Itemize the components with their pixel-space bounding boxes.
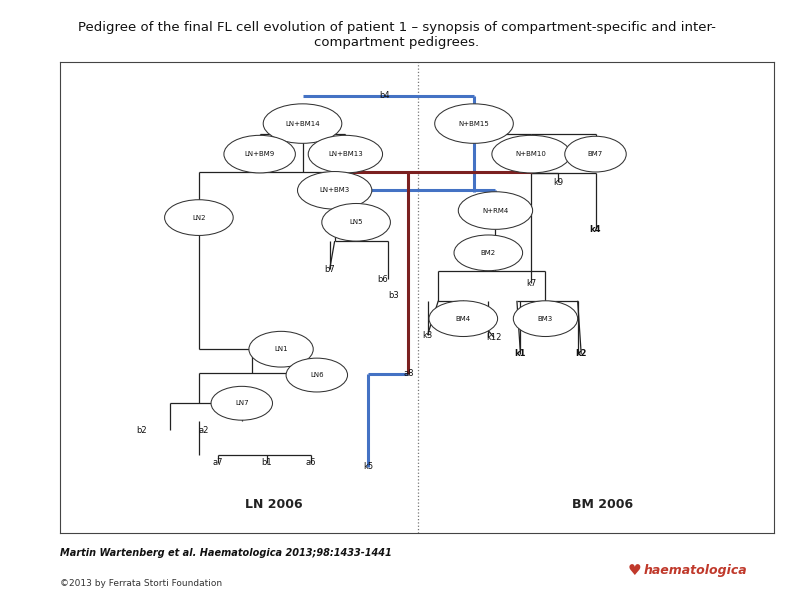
Text: BM 2006: BM 2006	[572, 498, 633, 511]
Text: LN 2006: LN 2006	[245, 498, 303, 511]
Text: LN+BM14: LN+BM14	[285, 121, 320, 127]
Text: LN+BM9: LN+BM9	[245, 151, 275, 157]
Text: compartment pedigrees.: compartment pedigrees.	[314, 36, 480, 49]
Ellipse shape	[286, 358, 348, 392]
Text: k5: k5	[363, 462, 373, 471]
Text: ©2013 by Ferrata Storti Foundation: ©2013 by Ferrata Storti Foundation	[60, 578, 222, 588]
Text: a7: a7	[213, 459, 223, 468]
Text: k9: k9	[553, 178, 564, 187]
Text: LN5: LN5	[349, 220, 363, 226]
Text: k2: k2	[576, 349, 587, 358]
Text: b2: b2	[137, 425, 147, 434]
Text: a2: a2	[198, 425, 209, 434]
Ellipse shape	[492, 135, 570, 173]
Ellipse shape	[224, 135, 295, 173]
Ellipse shape	[454, 235, 522, 271]
Text: N+BM15: N+BM15	[459, 121, 489, 127]
Text: k4: k4	[590, 225, 601, 234]
Ellipse shape	[429, 301, 498, 337]
Ellipse shape	[164, 200, 233, 236]
Text: BM2: BM2	[480, 250, 496, 256]
Text: LN+BM13: LN+BM13	[328, 151, 363, 157]
Text: BM4: BM4	[456, 316, 471, 322]
Text: BM7: BM7	[588, 151, 603, 157]
Text: LN1: LN1	[274, 346, 288, 352]
Ellipse shape	[211, 386, 272, 420]
Text: LN2: LN2	[192, 215, 206, 221]
Ellipse shape	[298, 171, 372, 209]
Text: a8: a8	[403, 369, 414, 378]
Text: b3: b3	[388, 290, 399, 300]
Text: haematologica: haematologica	[643, 563, 747, 577]
Text: a6: a6	[306, 459, 316, 468]
Ellipse shape	[249, 331, 313, 367]
Text: k7: k7	[526, 279, 536, 288]
Text: b4: b4	[380, 91, 390, 100]
Text: N+RM4: N+RM4	[482, 208, 509, 214]
Text: b1: b1	[261, 459, 272, 468]
Text: N+BM10: N+BM10	[516, 151, 546, 157]
Text: k3: k3	[422, 331, 433, 340]
Text: BM3: BM3	[538, 316, 553, 322]
Ellipse shape	[322, 203, 391, 241]
Text: Pedigree of the final FL cell evolution of patient 1 – synopsis of compartment-s: Pedigree of the final FL cell evolution …	[78, 21, 716, 34]
Text: LN+BM3: LN+BM3	[319, 187, 350, 193]
Text: b6: b6	[377, 275, 388, 284]
Text: k1: k1	[515, 349, 526, 358]
Text: k12: k12	[487, 333, 502, 342]
Text: Martin Wartenberg et al. Haematologica 2013;98:1433-1441: Martin Wartenberg et al. Haematologica 2…	[60, 549, 391, 558]
Text: ♥: ♥	[627, 562, 641, 578]
Text: LN6: LN6	[310, 372, 324, 378]
Ellipse shape	[264, 104, 341, 143]
Ellipse shape	[565, 136, 626, 172]
Ellipse shape	[308, 135, 383, 173]
Text: LN7: LN7	[235, 400, 249, 406]
Ellipse shape	[434, 104, 513, 143]
Text: b7: b7	[324, 265, 335, 274]
Ellipse shape	[458, 192, 533, 229]
Ellipse shape	[513, 301, 578, 337]
